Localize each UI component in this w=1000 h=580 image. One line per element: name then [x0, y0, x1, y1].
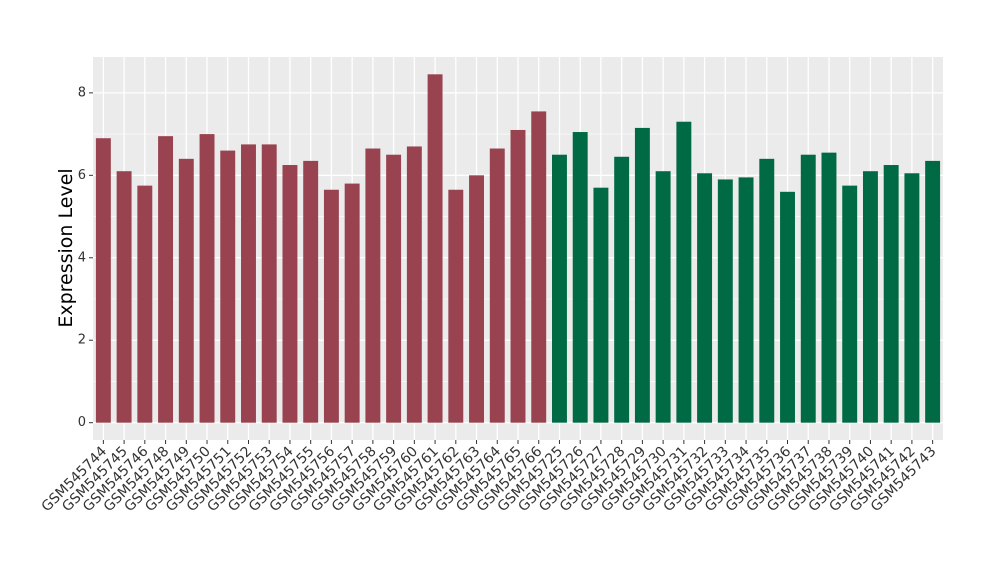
bar: [282, 165, 298, 423]
bar: [178, 158, 194, 423]
y-axis-label: Expression Level: [55, 168, 77, 327]
bar: [925, 160, 941, 423]
bar: [261, 144, 277, 423]
bar: [593, 187, 609, 423]
bar: [759, 158, 775, 423]
bar: [116, 171, 132, 423]
bar: [427, 74, 443, 423]
bar: [676, 121, 692, 423]
bar: [904, 173, 920, 423]
bar: [386, 154, 402, 423]
bar: [344, 183, 360, 423]
bar: [137, 185, 153, 423]
bar: [572, 132, 588, 423]
y-tick-label: 6: [78, 168, 86, 183]
bar: [303, 160, 319, 423]
y-tick-label: 0: [78, 415, 86, 430]
bar: [800, 154, 816, 423]
bar: [862, 171, 878, 423]
bar: [158, 136, 174, 423]
bar: [510, 129, 526, 423]
bar: [323, 189, 339, 423]
bar: [717, 179, 733, 423]
y-tick-label: 2: [78, 333, 86, 348]
bar: [697, 173, 713, 423]
bar: [821, 152, 837, 423]
bar: [365, 148, 381, 423]
bar: [241, 144, 256, 423]
y-tick-label: 8: [78, 85, 86, 100]
bar: [614, 156, 630, 423]
bar: [655, 171, 671, 423]
bar: [883, 165, 899, 423]
bar: [220, 150, 236, 423]
bar: [780, 191, 795, 423]
bar: [552, 154, 567, 423]
bar: [469, 175, 484, 423]
y-tick-label: 4: [78, 250, 86, 265]
bar: [95, 138, 111, 423]
bar: [738, 177, 754, 423]
bar: [489, 148, 505, 423]
bar: [448, 189, 464, 423]
bar: [199, 134, 215, 423]
bar: [406, 146, 422, 423]
bar: [531, 111, 547, 423]
bar: [634, 127, 650, 423]
bar: [842, 185, 858, 423]
